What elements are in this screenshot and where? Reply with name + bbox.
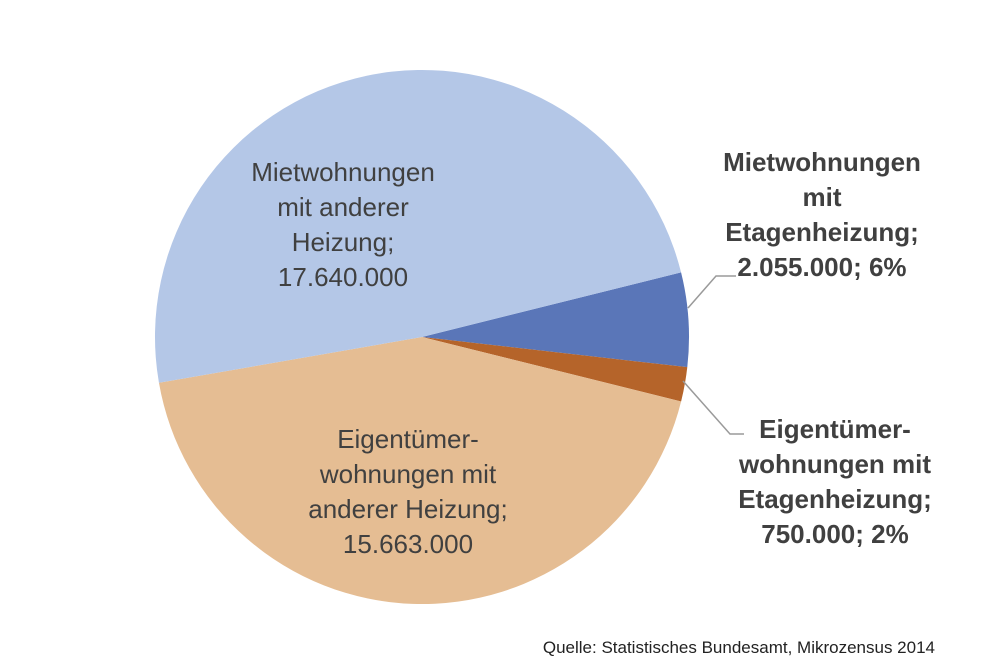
slice-eigentuemer-andere-heizung-label: Eigentümer-wohnungen mit anderer Heizung;… [308, 424, 507, 559]
slice-eigentuemer-etagenheizung-leader-line [682, 380, 744, 435]
slice-eigentuemer-etagenheizung-label: Eigentümer-wohnungen mit Etagenheizung; 75… [738, 414, 932, 549]
data-label-line: mit anderer [277, 192, 409, 222]
data-label-line: anderer Heizung; [308, 494, 507, 524]
slice-mietwohnungen-andere-heizung [154, 69, 682, 383]
slice-mietwohnungen-etagenheizung-label: Mietwohnungen mit Etagenheizung; 2.055.000;… [723, 147, 921, 282]
data-label-line: Etagenheizung; [725, 217, 919, 247]
data-label-line: wohnungen mit [738, 449, 931, 479]
slice-mietwohnungen-etagenheizung-leader-line [687, 275, 736, 309]
slice-mietwohnungen-andere-heizung-label: Mietwohnungen mit anderer Heizung; 17.640.0… [251, 157, 435, 292]
data-label-line: Etagenheizung; [738, 484, 932, 514]
pie-slices [154, 69, 690, 605]
data-label-line: Eigentümer- [759, 414, 911, 444]
leader-lines [682, 275, 744, 435]
data-label-line: 2.055.000; 6% [737, 252, 906, 282]
data-label-line: 15.663.000 [343, 529, 473, 559]
data-label-line: 17.640.000 [278, 262, 408, 292]
data-label-line: 750.000; 2% [761, 519, 908, 549]
data-label-line: mit [803, 182, 842, 212]
slice-eigentuemer-andere-heizung [158, 337, 682, 605]
slice-labels: Mietwohnungen mit Etagenheizung; 2.055.000;… [251, 147, 932, 559]
slice-eigentuemer-etagenheizung [422, 337, 688, 402]
data-label-line: Mietwohnungen [251, 157, 435, 187]
data-label-line: wohnungen mit [319, 459, 497, 489]
source-note: Quelle: Statistisches Bundesamt, Mikroze… [543, 638, 935, 657]
data-label-line: Mietwohnungen [723, 147, 921, 177]
data-label-line: Eigentümer- [337, 424, 479, 454]
slice-mietwohnungen-etagenheizung [422, 272, 690, 368]
data-label-line: Heizung; [292, 227, 395, 257]
